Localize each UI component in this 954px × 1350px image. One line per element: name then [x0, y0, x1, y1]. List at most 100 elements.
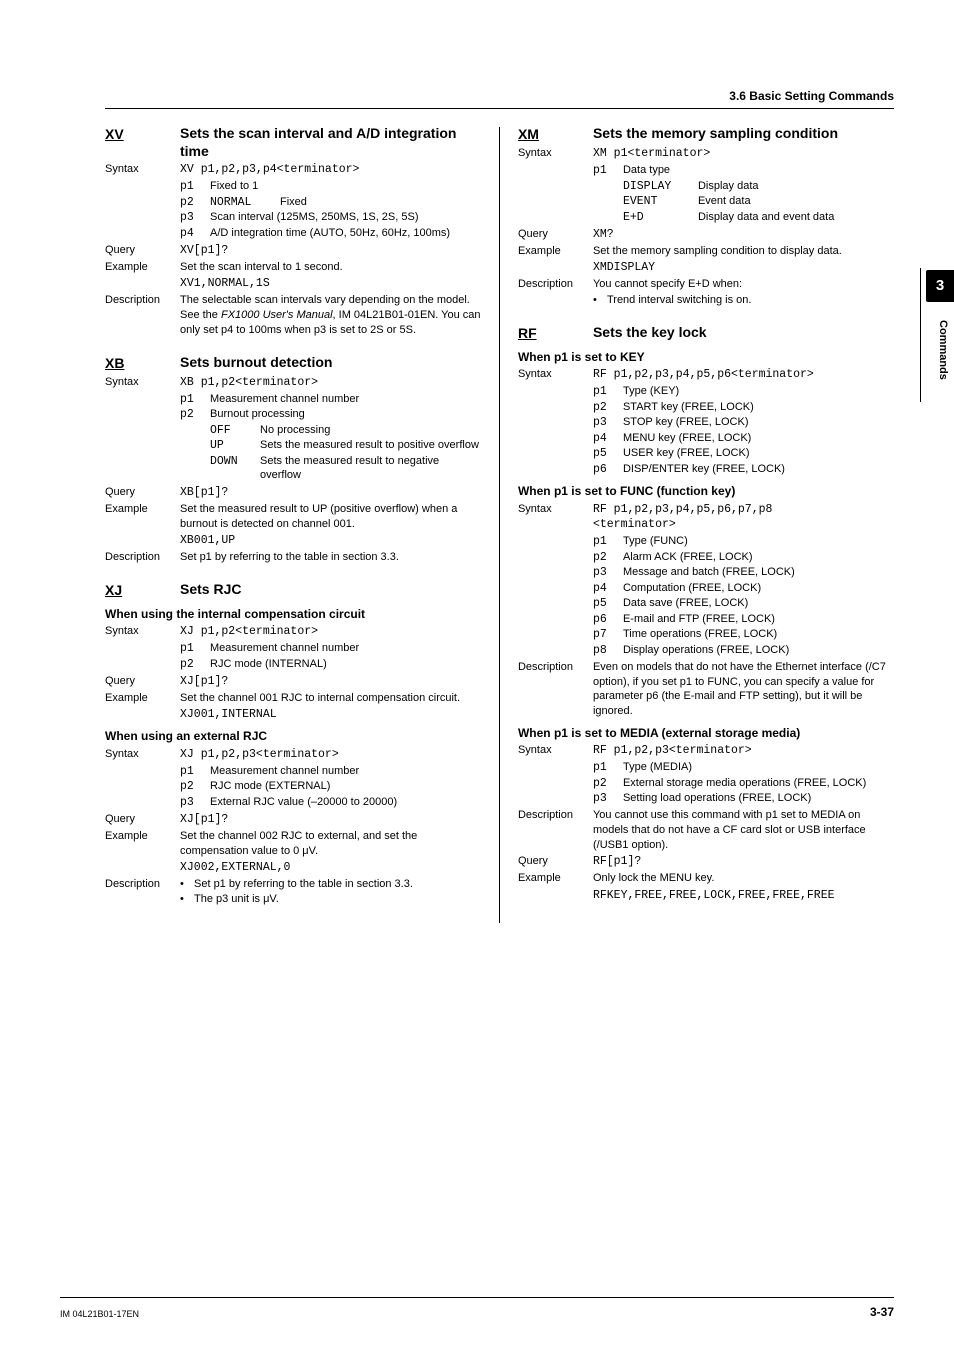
row-body: RFKEY,FREE,FREE,LOCK,FREE,FREE,FREE [593, 888, 894, 904]
row-body: p1Fixed to 1p2NORMALFixedp3Scan interval… [180, 179, 481, 241]
row-label: Example [518, 244, 593, 259]
param-row: p8Display operations (FREE, LOCK) [593, 643, 894, 659]
row-body: XB001,UP [180, 533, 481, 549]
row-body: Set the memory sampling condition to dis… [593, 244, 894, 259]
param-row: p2START key (FREE, LOCK) [593, 400, 894, 416]
entry-row: DescriptionSet p1 by referring to the ta… [105, 550, 481, 565]
row-label: Syntax [518, 146, 593, 161]
bullet-item: Set p1 by referring to the table in sect… [180, 877, 481, 892]
row-body: The selectable scan intervals vary depen… [180, 293, 481, 338]
param-row: p4MENU key (FREE, LOCK) [593, 431, 894, 447]
row-body: RF p1,p2,p3<terminator> [593, 743, 894, 759]
param-row: p1Measurement channel number [180, 392, 481, 408]
param-row: p3Scan interval (125MS, 250MS, 1S, 2S, 5… [180, 210, 481, 226]
param-row: p5Data save (FREE, LOCK) [593, 596, 894, 612]
entry-row: XB001,UP [105, 533, 481, 549]
entry-row: SyntaxXJ p1,p2,p3<terminator> [105, 747, 481, 763]
param-row: DISPLAYDisplay data [593, 179, 894, 195]
param-row: p4A/D integration time (AUTO, 50Hz, 60Hz… [180, 226, 481, 242]
entry-row: p1Data typeDISPLAYDisplay dataEVENTEvent… [518, 163, 894, 225]
subheading: When p1 is set to KEY [518, 349, 894, 365]
entry-row: QueryXJ[p1]? [105, 812, 481, 828]
param-row: E+DDisplay data and event data [593, 210, 894, 226]
param-row: p1Fixed to 1 [180, 179, 481, 195]
command-title: Sets RJC [180, 581, 241, 599]
entry-row: XV1,NORMAL,1S [105, 276, 481, 292]
row-body: p1Type (KEY)p2START key (FREE, LOCK)p3ST… [593, 384, 894, 477]
param-row: p3Message and batch (FREE, LOCK) [593, 565, 894, 581]
entry-row: QueryXB[p1]? [105, 485, 481, 501]
row-body: XV p1,p2,p3,p4<terminator> [180, 162, 481, 178]
row-body: RF[p1]? [593, 854, 894, 870]
row-label: Syntax [518, 743, 593, 758]
row-label: Query [518, 854, 593, 869]
row-body: RF p1,p2,p3,p4,p5,p6,p7,p8 <terminator> [593, 502, 894, 533]
command-abbr: XB [105, 354, 180, 373]
row-label: Syntax [518, 502, 593, 517]
row-body: XJ001,INTERNAL [180, 707, 481, 723]
row-label: Syntax [105, 162, 180, 177]
row-body: You cannot use this command with p1 set … [593, 808, 894, 853]
entry-row: DescriptionEven on models that do not ha… [518, 660, 894, 719]
row-label: Query [105, 485, 180, 500]
entry-row: p1Type (FUNC)p2Alarm ACK (FREE, LOCK)p3M… [518, 534, 894, 658]
row-label: Example [105, 829, 180, 844]
param-row: p1Measurement channel number [180, 641, 481, 657]
row-body: Set p1 by referring to the table in sect… [180, 877, 481, 907]
row-body: Set the channel 001 RJC to internal comp… [180, 691, 481, 706]
row-label: Description [518, 808, 593, 823]
row-label: Syntax [105, 747, 180, 762]
footer-right: 3-37 [870, 1304, 894, 1320]
command-block: XBSets burnout detectionSyntaxXB p1,p2<t… [105, 354, 481, 565]
param-row: p3Setting load operations (FREE, LOCK) [593, 791, 894, 807]
columns: XVSets the scan interval and A/D integra… [105, 125, 894, 922]
row-body: p1Measurement channel numberp2RJC mode (… [180, 764, 481, 811]
entry-row: p1Type (MEDIA)p2External storage media o… [518, 760, 894, 807]
entry-row: XJ001,INTERNAL [105, 707, 481, 723]
row-body: XMDISPLAY [593, 260, 894, 276]
entry-row: QueryXJ[p1]? [105, 674, 481, 690]
row-body: Trend interval switching is on. [593, 293, 894, 308]
entry-row: DescriptionThe selectable scan intervals… [105, 293, 481, 338]
param-row: p1Measurement channel number [180, 764, 481, 780]
command-block: RFSets the key lockWhen p1 is set to KEY… [518, 324, 894, 903]
bullet-item: The p3 unit is μV. [180, 892, 481, 907]
row-label: Syntax [105, 624, 180, 639]
entry-row: p1Measurement channel numberp2RJC mode (… [105, 764, 481, 811]
entry-row: ExampleOnly lock the MENU key. [518, 871, 894, 886]
row-label: Query [518, 227, 593, 242]
command-abbr: XJ [105, 581, 180, 600]
row-body: Set the scan interval to 1 second. [180, 260, 481, 275]
entry-row: p1Measurement channel numberp2Burnout pr… [105, 392, 481, 484]
section-header: 3.6 Basic Setting Commands [105, 88, 894, 109]
row-body: XJ[p1]? [180, 674, 481, 690]
row-body: XM p1<terminator> [593, 146, 894, 162]
command-block: XJSets RJCWhen using the internal compen… [105, 581, 481, 907]
row-body: Set p1 by referring to the table in sect… [180, 550, 481, 565]
footer-rule [60, 1297, 894, 1298]
entry-row: SyntaxXV p1,p2,p3,p4<terminator> [105, 162, 481, 178]
row-label: Description [518, 277, 593, 292]
param-row: p7Time operations (FREE, LOCK) [593, 627, 894, 643]
row-label: Query [105, 243, 180, 258]
entry-row: ExampleSet the channel 001 RJC to intern… [105, 691, 481, 706]
entry-row: Trend interval switching is on. [518, 293, 894, 308]
row-body: Even on models that do not have the Ethe… [593, 660, 894, 719]
entry-row: p1Fixed to 1p2NORMALFixedp3Scan interval… [105, 179, 481, 241]
param-row: p5USER key (FREE, LOCK) [593, 446, 894, 462]
entry-row: QueryXV[p1]? [105, 243, 481, 259]
row-body: XB[p1]? [180, 485, 481, 501]
param-row: UPSets the measured result to positive o… [180, 438, 481, 454]
entry-row: SyntaxRF p1,p2,p3,p4,p5,p6,p7,p8 <termin… [518, 502, 894, 533]
side-label: Commands [935, 320, 950, 380]
param-row: p2Alarm ACK (FREE, LOCK) [593, 550, 894, 566]
subheading: When p1 is set to FUNC (function key) [518, 483, 894, 499]
param-row: p4Computation (FREE, LOCK) [593, 581, 894, 597]
param-row: p2RJC mode (INTERNAL) [180, 657, 481, 673]
entry-row: ExampleSet the measured result to UP (po… [105, 502, 481, 532]
entry-row: SyntaxRF p1,p2,p3,p4,p5,p6<terminator> [518, 367, 894, 383]
command-block: XMSets the memory sampling conditionSynt… [518, 125, 894, 308]
param-row: p1Data type [593, 163, 894, 179]
bullet-item: Trend interval switching is on. [593, 293, 894, 308]
row-label: Description [105, 877, 180, 892]
